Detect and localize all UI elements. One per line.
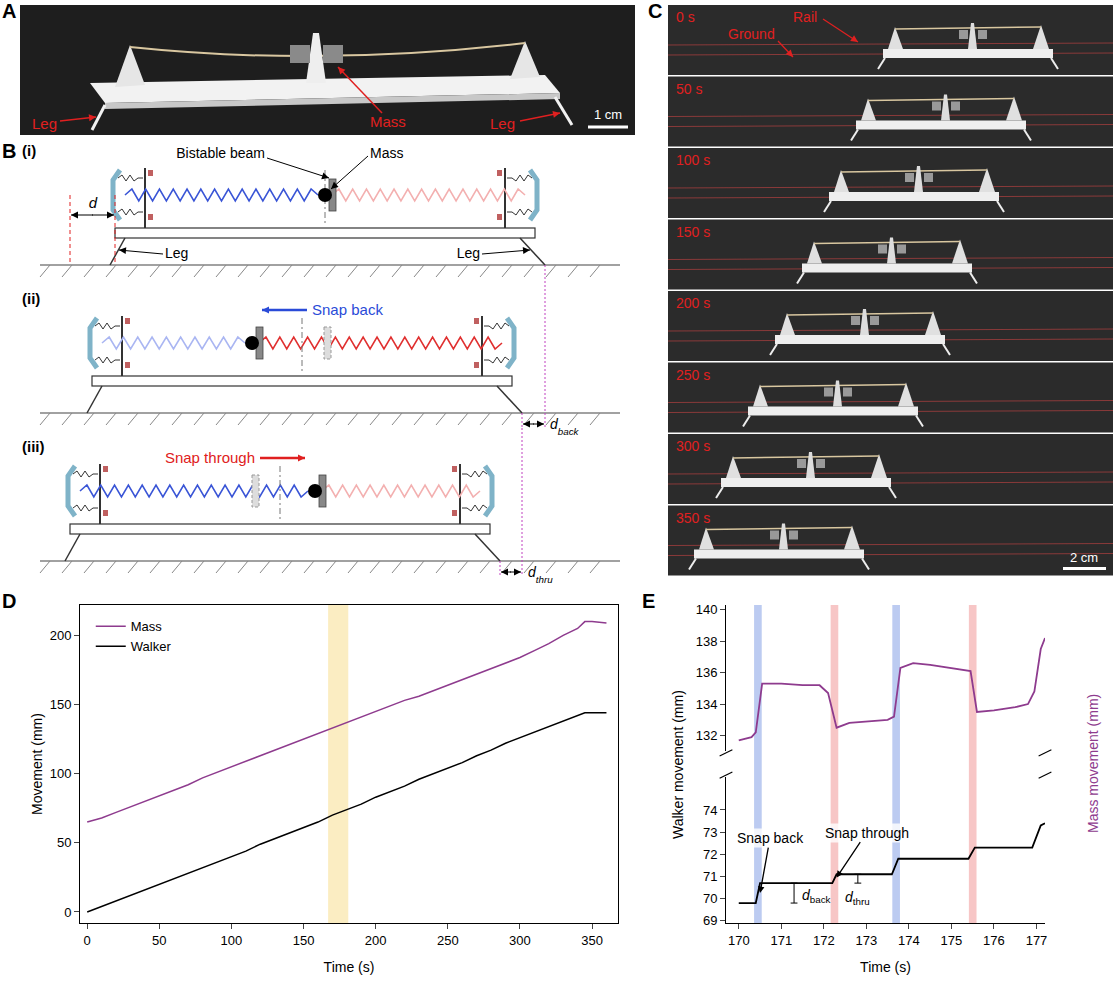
html-text:C: C (648, 0, 663, 22)
svg-text:350: 350 (581, 933, 603, 948)
svg-text:2 cm: 2 cm (1070, 550, 1098, 565)
svg-text:170: 170 (728, 933, 750, 948)
svg-text:0: 0 (84, 933, 91, 948)
svg-text:173: 173 (856, 933, 878, 948)
svg-text:Snap back: Snap back (737, 830, 804, 846)
svg-text:100: 100 (221, 933, 243, 948)
svg-text:172: 172 (813, 933, 835, 948)
svg-text:176: 176 (983, 933, 1005, 948)
svg-text:50 s: 50 s (676, 81, 702, 97)
svg-text:(i): (i) (22, 142, 36, 159)
svg-text:250: 250 (437, 933, 459, 948)
svg-text:(ii): (ii) (22, 290, 40, 307)
svg-text:d​thru​: d​thru​ (845, 889, 870, 907)
svg-text:150: 150 (293, 933, 315, 948)
svg-text:177: 177 (1026, 933, 1048, 948)
svg-text:200: 200 (50, 628, 72, 643)
svg-text:dback: dback (550, 416, 580, 437)
svg-text:69: 69 (703, 913, 717, 928)
svg-text:200 s: 200 s (676, 295, 710, 311)
html-text:E: E (642, 590, 656, 612)
svg-text:136: 136 (696, 665, 718, 680)
svg-text:175: 175 (941, 933, 963, 948)
svg-text:d​back​: d​back​ (802, 887, 831, 905)
svg-text:71: 71 (703, 869, 717, 884)
svg-text:dthru: dthru (528, 564, 553, 585)
svg-text:70: 70 (703, 891, 717, 906)
svg-text:Leg: Leg (490, 115, 515, 132)
svg-text:74: 74 (703, 803, 717, 818)
svg-text:Movement (mm): Movement (mm) (29, 713, 45, 815)
svg-text:250 s: 250 s (676, 367, 710, 383)
svg-text:Snap back: Snap back (312, 301, 383, 318)
svg-text:Time (s): Time (s) (324, 959, 375, 975)
html-text:D: D (2, 590, 17, 612)
svg-text:Mass movement (mm): Mass movement (mm) (1085, 694, 1101, 833)
svg-text:300: 300 (509, 933, 531, 948)
svg-text:134: 134 (696, 697, 718, 712)
svg-text:(iii): (iii) (22, 438, 45, 455)
svg-text:Rail: Rail (793, 9, 817, 25)
svg-text:72: 72 (703, 847, 717, 862)
svg-text:100 s: 100 s (676, 152, 710, 168)
svg-text:350 s: 350 s (676, 510, 710, 526)
svg-text:Leg: Leg (165, 245, 188, 261)
svg-text:132: 132 (696, 728, 718, 743)
svg-text:Mass: Mass (370, 113, 406, 130)
svg-text:Mass: Mass (370, 145, 403, 161)
svg-text:300 s: 300 s (676, 438, 710, 454)
svg-text:174: 174 (898, 933, 920, 948)
svg-text:Walker movement (mm): Walker movement (mm) (670, 690, 686, 839)
svg-text:Time (s): Time (s) (860, 959, 911, 975)
svg-text:Leg: Leg (457, 245, 480, 261)
html-text:A: A (2, 0, 17, 22)
svg-text:Ground: Ground (728, 26, 775, 42)
svg-text:0: 0 (64, 904, 71, 919)
svg-text:138: 138 (696, 634, 718, 649)
svg-text:200: 200 (365, 933, 387, 948)
svg-text:1 cm: 1 cm (594, 107, 622, 122)
svg-text:140: 140 (696, 602, 718, 617)
html-text:B: B (2, 140, 17, 162)
svg-text:171: 171 (770, 933, 792, 948)
svg-text:Mass: Mass (131, 619, 163, 634)
svg-text:100: 100 (50, 766, 72, 781)
svg-text:Snap through: Snap through (165, 449, 255, 466)
svg-text:d: d (89, 194, 98, 211)
svg-text:150: 150 (50, 697, 72, 712)
svg-text:Bistable beam: Bistable beam (176, 145, 265, 161)
svg-text:150 s: 150 s (676, 224, 710, 240)
svg-text:50: 50 (57, 835, 71, 850)
svg-text:Walker: Walker (131, 639, 172, 654)
svg-text:Snap through: Snap through (825, 825, 909, 841)
svg-text:73: 73 (703, 825, 717, 840)
svg-text:50: 50 (152, 933, 166, 948)
svg-text:0 s: 0 s (676, 9, 695, 25)
svg-text:Leg: Leg (32, 115, 57, 132)
